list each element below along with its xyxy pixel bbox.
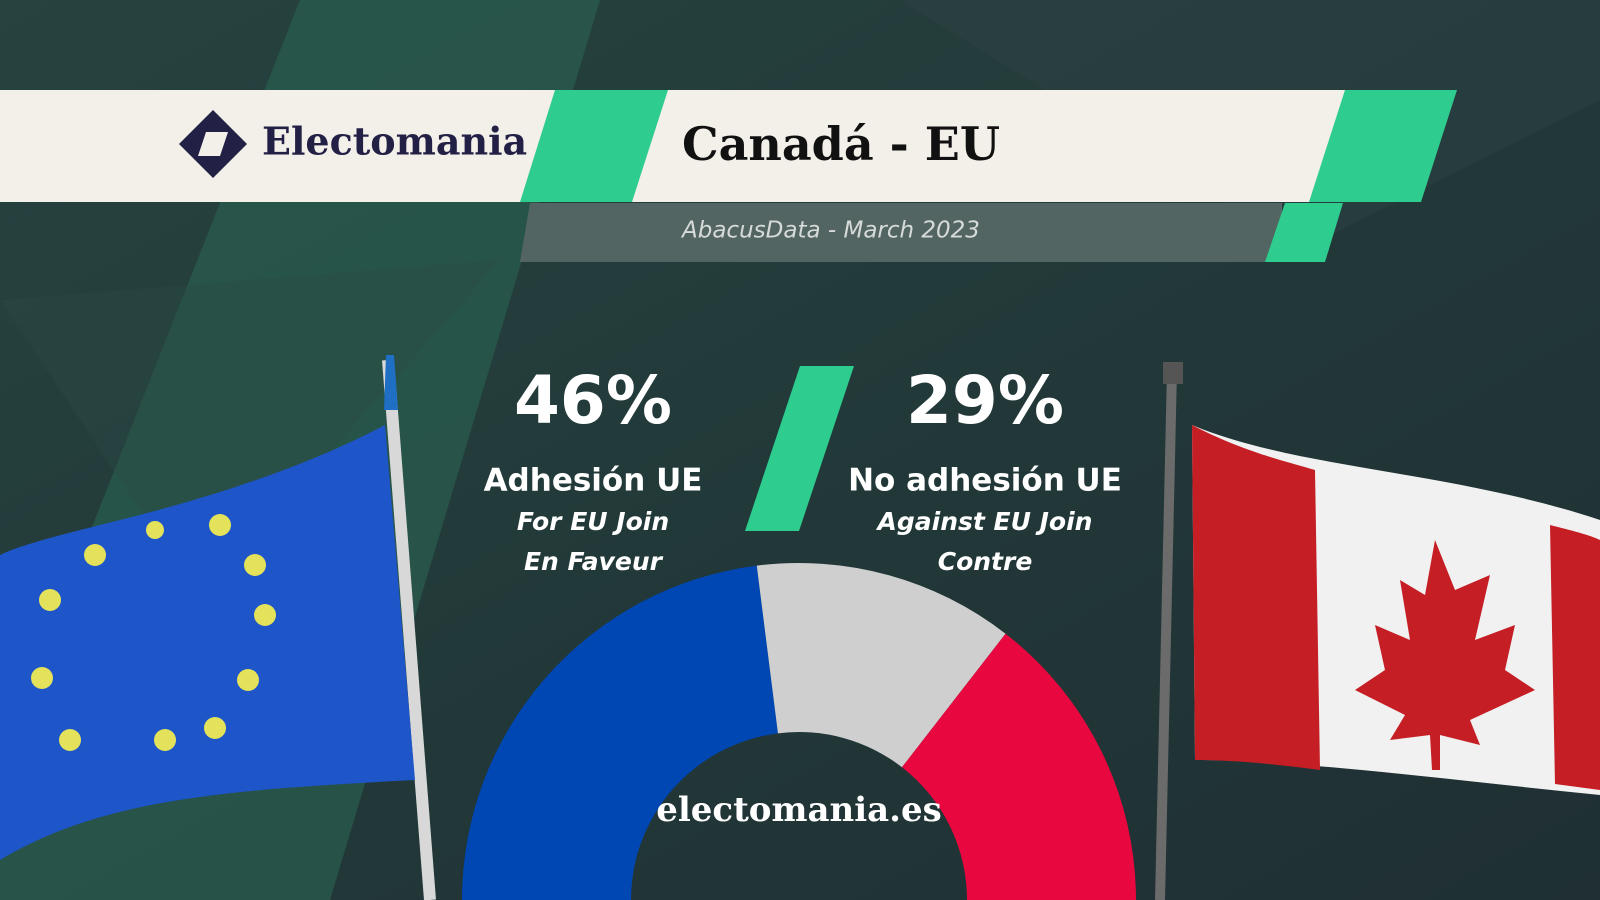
logo [179,110,247,178]
category-label: Adhesión UE [484,463,703,499]
title: Canadá - EU [682,117,1000,171]
value-label: 29% [906,362,1064,439]
footer-site: electomania.es [656,790,942,830]
value-label: 46% [514,362,672,439]
category-sublabel: Against EU Join [876,507,1093,536]
chart: 46% Adhesión UE For EU Join En Faveur 29% No … [462,362,1136,900]
header-accent [1309,90,1457,202]
subtitle-bar [520,203,1282,262]
brand: Electomania [262,119,527,164]
donut-segment [462,565,778,900]
header-accent [520,90,668,202]
subtitle: AbacusData - March 2023 [680,218,980,244]
canada-flag [1155,362,1600,900]
category-sublabel: En Faveur [524,547,664,576]
subtitle-accent [1265,203,1343,262]
donut-segment [901,633,1136,900]
background-facet [0,260,500,600]
category-label: No adhesión UE [848,463,1122,499]
divider-accent [745,366,854,531]
donut-segment [756,563,1006,768]
category-sublabel: Contre [938,547,1033,576]
eu-flag [0,355,436,900]
category-sublabel: For EU Join [517,507,669,536]
